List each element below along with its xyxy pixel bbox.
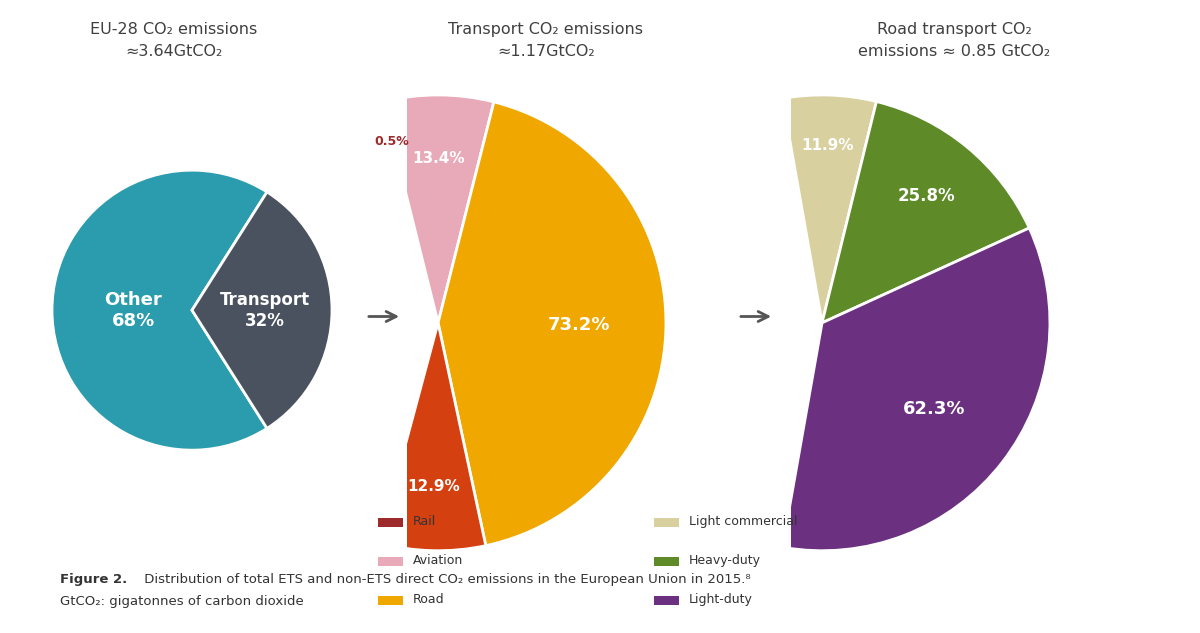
Text: EU-28 CO₂ emissions: EU-28 CO₂ emissions: [90, 22, 258, 37]
Wedge shape: [379, 102, 438, 323]
Wedge shape: [782, 228, 1050, 551]
Text: GtCO₂: gigatonnes of carbon dioxide: GtCO₂: gigatonnes of carbon dioxide: [60, 595, 304, 608]
Text: Figure 2.: Figure 2.: [60, 573, 127, 586]
Text: 73.2%: 73.2%: [548, 316, 611, 334]
Text: 13.4%: 13.4%: [412, 151, 464, 166]
Text: Road: Road: [413, 593, 444, 606]
Text: Aviation: Aviation: [413, 554, 463, 567]
Text: Light commercial: Light commercial: [689, 515, 797, 528]
Wedge shape: [383, 95, 494, 323]
Wedge shape: [192, 192, 332, 429]
Text: Transport
32%: Transport 32%: [220, 291, 310, 330]
Text: Light-duty: Light-duty: [689, 593, 752, 606]
Wedge shape: [379, 323, 486, 551]
Text: 11.9%: 11.9%: [802, 138, 854, 153]
Text: emissions ≈ 0.85 GtCO₂: emissions ≈ 0.85 GtCO₂: [858, 44, 1050, 60]
Text: Transport CO₂ emissions: Transport CO₂ emissions: [449, 22, 643, 37]
Text: 25.8%: 25.8%: [898, 187, 955, 206]
Text: Heavy-duty: Heavy-duty: [689, 554, 761, 567]
Text: Rail: Rail: [413, 515, 436, 528]
Text: Distribution of total ETS and non-ETS direct CO₂ emissions in the European Union: Distribution of total ETS and non-ETS di…: [140, 573, 751, 586]
Text: Road transport CO₂: Road transport CO₂: [877, 22, 1031, 37]
Text: Other
68%: Other 68%: [104, 291, 162, 330]
Wedge shape: [782, 95, 876, 323]
Text: ≈1.17GtCO₂: ≈1.17GtCO₂: [497, 44, 595, 60]
Wedge shape: [438, 102, 666, 546]
Text: 62.3%: 62.3%: [902, 400, 965, 418]
Wedge shape: [52, 170, 268, 450]
Wedge shape: [822, 101, 1030, 323]
Text: ≈3.64GtCO₂: ≈3.64GtCO₂: [125, 44, 223, 60]
Text: 12.9%: 12.9%: [408, 479, 461, 494]
Text: 0.5%: 0.5%: [374, 135, 409, 148]
